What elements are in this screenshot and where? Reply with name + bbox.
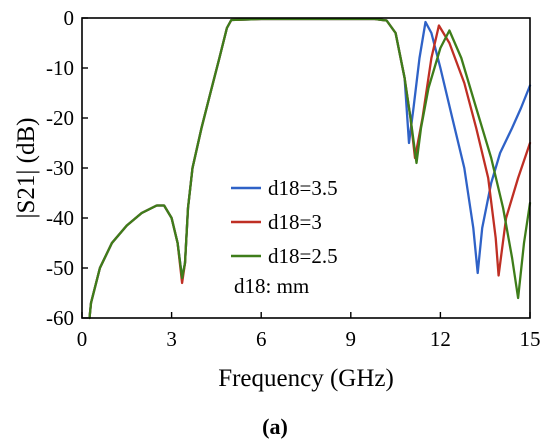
legend-label: d18=3.5 xyxy=(268,176,338,200)
y-tick-label: -50 xyxy=(46,256,74,280)
series-line-3 xyxy=(88,17,532,320)
legend-label: d18=2.5 xyxy=(268,244,338,268)
y-tick-label: -20 xyxy=(46,106,74,130)
plot-lines xyxy=(88,17,532,320)
legend-unit-note: d18: mm xyxy=(234,274,309,298)
y-tick-label: -30 xyxy=(46,156,74,180)
legend-label: d18=3 xyxy=(268,210,322,234)
x-tick-label: 12 xyxy=(430,327,451,351)
x-tick-label: 15 xyxy=(520,327,541,351)
y-tick-label: 0 xyxy=(64,6,75,30)
figure-caption: (a) xyxy=(262,414,288,439)
y-axis-title: |S21| (dB) xyxy=(13,118,40,219)
x-axis-ticks: 0 3 6 9 12 15 xyxy=(77,312,541,351)
y-axis-ticks: 0 -10 -20 -30 -40 -50 -60 xyxy=(46,6,88,330)
y-tick-label: -40 xyxy=(46,206,74,230)
x-tick-label: 3 xyxy=(166,327,177,351)
x-axis-title: Frequency (GHz) xyxy=(218,365,394,392)
x-tick-label: 0 xyxy=(77,327,88,351)
y-tick-label: -10 xyxy=(46,56,74,80)
legend: d18=3.5 d18=3 d18=2.5 xyxy=(231,176,338,268)
x-tick-label: 9 xyxy=(346,327,357,351)
x-tick-label: 6 xyxy=(256,327,267,351)
y-tick-label: -60 xyxy=(46,306,74,330)
